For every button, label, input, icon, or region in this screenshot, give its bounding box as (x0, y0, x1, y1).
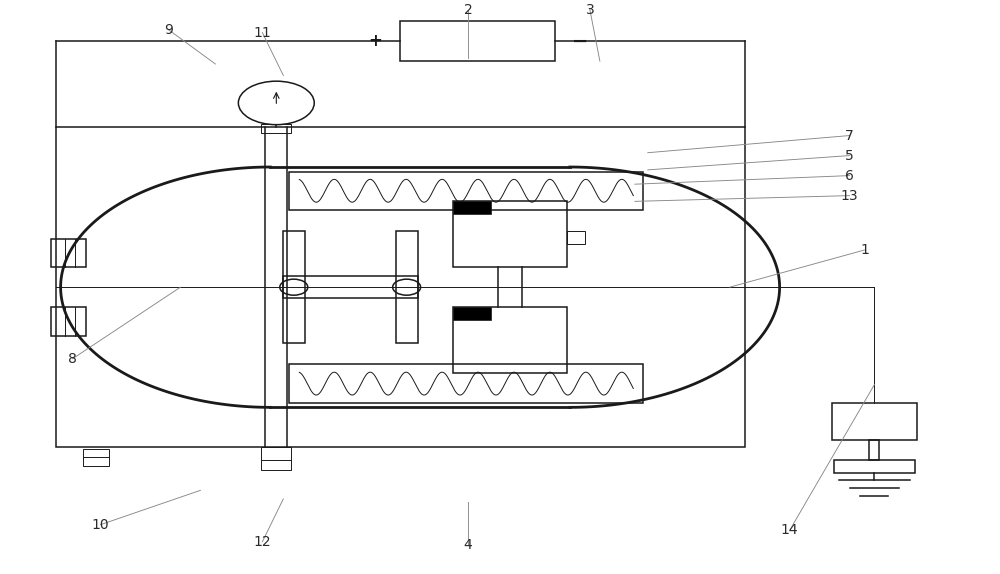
Bar (453, 201, 491, 214)
Bar (261, 123, 291, 133)
Bar (51, 307, 86, 336)
Bar (261, 447, 291, 470)
Bar (283, 231, 305, 343)
Text: +: + (368, 32, 382, 50)
Text: 5: 5 (845, 149, 854, 162)
Bar (834, 460, 915, 473)
Bar (289, 172, 643, 210)
Bar (869, 440, 879, 460)
Bar (453, 201, 567, 267)
Text: 10: 10 (92, 518, 109, 532)
Bar (289, 364, 643, 403)
Text: 8: 8 (68, 352, 77, 366)
Text: 2: 2 (464, 3, 472, 17)
Text: 11: 11 (253, 25, 271, 40)
Text: 7: 7 (845, 129, 854, 142)
Bar (567, 231, 585, 245)
Text: 3: 3 (586, 3, 594, 17)
Bar (832, 403, 917, 440)
Text: −: − (572, 32, 588, 51)
Text: 4: 4 (464, 538, 472, 552)
Bar (453, 307, 567, 373)
Text: 14: 14 (781, 523, 798, 537)
Bar (396, 231, 418, 343)
Bar (283, 276, 418, 298)
Text: 6: 6 (845, 169, 854, 183)
Text: 13: 13 (841, 189, 858, 203)
Bar (453, 307, 491, 320)
Bar (400, 21, 555, 61)
Bar (51, 239, 86, 267)
Text: 12: 12 (254, 535, 271, 549)
Text: 1: 1 (860, 243, 869, 257)
Bar (83, 448, 109, 466)
Bar (56, 127, 745, 447)
Text: 9: 9 (164, 23, 173, 37)
